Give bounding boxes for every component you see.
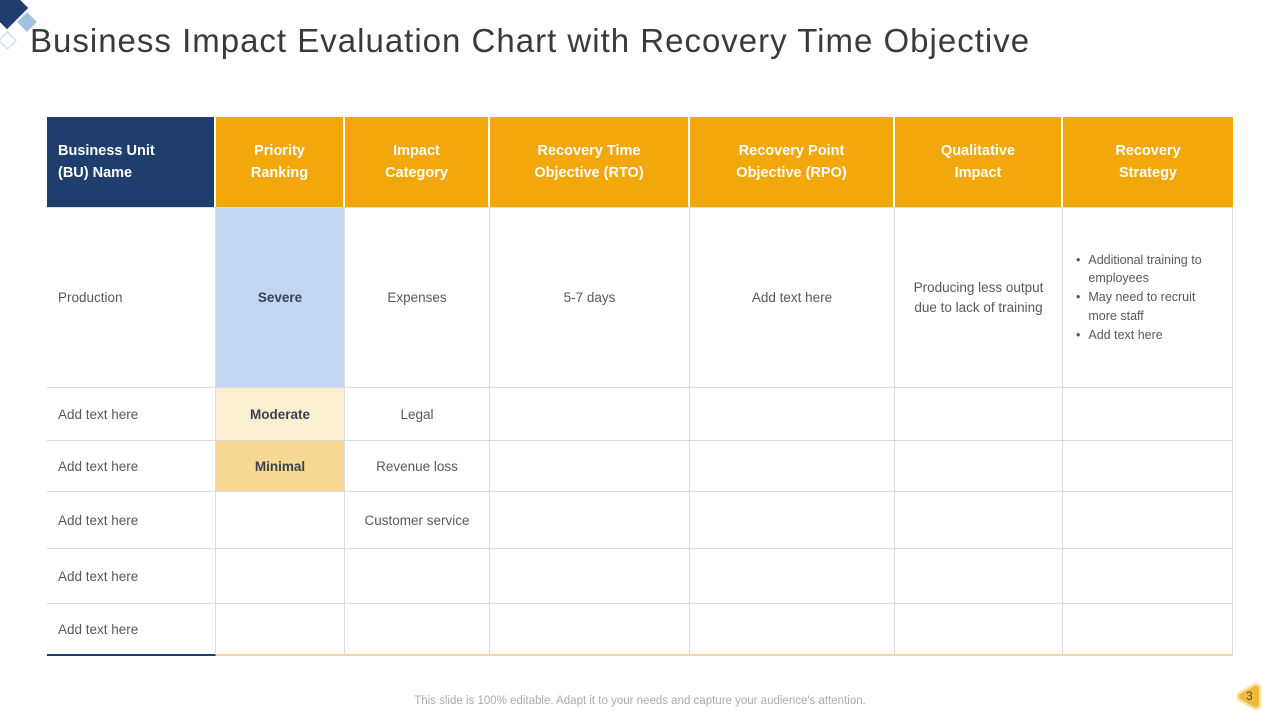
- outline-diamond-icon: [0, 31, 17, 50]
- cell-recovery-strategy: [1063, 388, 1233, 441]
- cell-impact-category: Revenue loss: [345, 441, 490, 492]
- cell-bu-name-placeholder[interactable]: Add text here: [47, 549, 216, 604]
- cell-qualitative-impact: Producing less output due to lack of tra…: [895, 207, 1063, 388]
- cell-rto: [490, 604, 690, 656]
- slide-title: Business Impact Evaluation Chart with Re…: [30, 22, 1031, 59]
- page-number-badge: 3: [1236, 683, 1263, 710]
- cell-rto: [490, 549, 690, 604]
- cell-impact-category: Legal: [345, 388, 490, 441]
- cell-rpo: [690, 441, 895, 492]
- cell-bu-name-placeholder[interactable]: Add text here: [47, 492, 216, 549]
- cell-qualitative-impact: [895, 441, 1063, 492]
- cell-rto: [490, 492, 690, 549]
- header-recovery-strategy: Recovery Strategy: [1063, 117, 1233, 207]
- cell-recovery-strategy: [1063, 549, 1233, 604]
- cell-rpo: [690, 549, 895, 604]
- cell-priority-minimal: Minimal: [216, 441, 345, 492]
- header-rto: Recovery Time Objective (RTO): [490, 117, 690, 207]
- cell-priority: [216, 604, 345, 656]
- cell-impact-category: Expenses: [345, 207, 490, 388]
- header-rpo: Recovery Point Objective (RPO): [690, 117, 895, 207]
- cell-priority-moderate: Moderate: [216, 388, 345, 441]
- cell-priority: [216, 492, 345, 549]
- cell-rto: [490, 388, 690, 441]
- header-business-unit: Business Unit (BU) Name: [47, 117, 216, 207]
- bia-table: Business Unit (BU) Name Priority Ranking…: [47, 117, 1233, 656]
- cell-qualitative-impact: [895, 492, 1063, 549]
- table-row: Production Severe Expenses 5-7 days Add …: [47, 207, 1233, 388]
- table-header-row: Business Unit (BU) Name Priority Ranking…: [47, 117, 1233, 207]
- header-impact-category: Impact Category: [345, 117, 490, 207]
- cell-bu-name-placeholder[interactable]: Add text here: [47, 604, 216, 656]
- cell-rto: 5-7 days: [490, 207, 690, 388]
- cell-recovery-strategy: Additional training to employees May nee…: [1063, 207, 1233, 388]
- header-priority-ranking: Priority Ranking: [216, 117, 345, 207]
- cell-qualitative-impact: [895, 604, 1063, 656]
- cell-recovery-strategy: [1063, 492, 1233, 549]
- cell-rpo-placeholder[interactable]: Add text here: [690, 207, 895, 388]
- table-row: Add text here: [47, 604, 1233, 656]
- cell-priority: [216, 549, 345, 604]
- cell-impact-category: [345, 604, 490, 656]
- page-number: 3: [1246, 690, 1253, 703]
- header-qualitative-impact: Qualitative Impact: [895, 117, 1063, 207]
- badge-triangle-icon: [1236, 683, 1262, 710]
- cell-impact-category: [345, 549, 490, 604]
- cell-priority-severe: Severe: [216, 207, 345, 388]
- cell-bu-name-placeholder[interactable]: Add text here: [47, 441, 216, 492]
- cell-rpo: [690, 388, 895, 441]
- cell-impact-category: Customer service: [345, 492, 490, 549]
- table-row: Add text here Moderate Legal: [47, 388, 1233, 441]
- table-row: Add text here Customer service: [47, 492, 1233, 549]
- strategy-bullet: Additional training to employees: [1076, 251, 1226, 289]
- cell-rpo: [690, 604, 895, 656]
- strategy-bullet: May need to recruit more staff: [1076, 288, 1226, 326]
- cell-rpo: [690, 492, 895, 549]
- strategy-bullet-placeholder[interactable]: Add text here: [1076, 326, 1162, 345]
- table-row: Add text here: [47, 549, 1233, 604]
- cell-qualitative-impact: [895, 549, 1063, 604]
- cell-bu-name-placeholder[interactable]: Add text here: [47, 388, 216, 441]
- table-row: Add text here Minimal Revenue loss: [47, 441, 1233, 492]
- cell-recovery-strategy: [1063, 604, 1233, 656]
- cell-bu-name: Production: [47, 207, 216, 388]
- cell-rto: [490, 441, 690, 492]
- cell-qualitative-impact: [895, 388, 1063, 441]
- editable-disclaimer: This slide is 100% editable. Adapt it to…: [414, 695, 866, 707]
- cell-recovery-strategy: [1063, 441, 1233, 492]
